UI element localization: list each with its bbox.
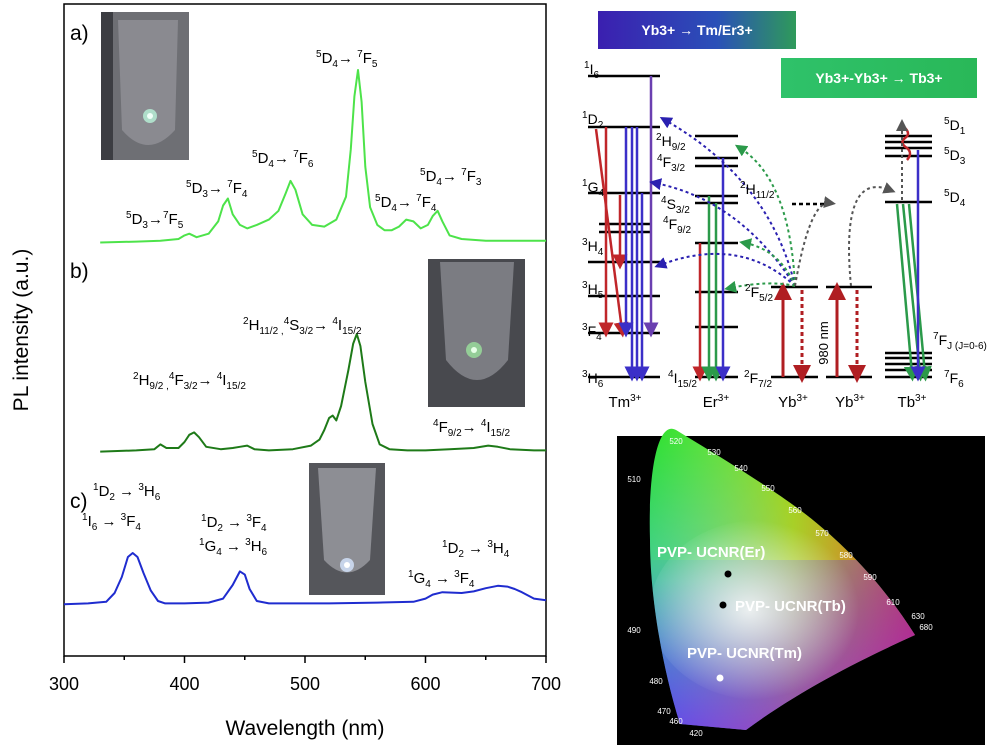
annotation-c-1d2-3f4: 1D2 → 3F4 (201, 513, 267, 534)
panel-label-c: c) (70, 490, 88, 513)
sample-photo-c (309, 463, 385, 595)
annotation-c-1d2-3h6: 1D2 → 3H6 (93, 482, 161, 503)
x-tick-label: 300 (49, 674, 79, 694)
annotation-c-1i6-3f4: 1I6 → 3F4 (82, 512, 141, 533)
x-tick-label: 600 (410, 674, 440, 694)
annotation-b-2h112: 2H11/2 ,4S3/2→ 4I15/2 (243, 316, 362, 337)
annotation-c-1g4-3h6: 1G4 → 3H6 (199, 537, 268, 558)
annotation-b-4f92: 4F9/2→ 4I15/2 (433, 418, 510, 439)
annotation-a-5d4-7f3: 5D4→ 7F3 (420, 167, 482, 188)
banner-yb-tm-er: Yb3+ → Tm/Er3+ (598, 11, 796, 49)
x-tick-label: 500 (290, 674, 320, 694)
annotation-a-5d4-7f6: 5D4→ 7F6 (252, 149, 314, 170)
y-axis-label: PL intensity (a.u.) (10, 249, 33, 412)
x-axis-label: Wavelength (nm) (225, 717, 384, 740)
annotation-a-5d3-7f5: 5D3→7F5 (126, 210, 184, 231)
x-axis-ticks: 300 400 500 600 700 (49, 656, 561, 694)
annotation-a-5d4-7f4: 5D4→ 7F4 (375, 193, 437, 214)
banner-yb-yb-tb: Yb3+-Yb3+ → Tb3+ (781, 58, 977, 98)
annotation-b-2h92: 2H9/2 ,4F3/2→ 4I15/2 (133, 371, 246, 392)
annotation-a-5d4-7f5: 5D4→ 7F5 (316, 49, 378, 70)
x-tick-label: 400 (169, 674, 199, 694)
annotation-c-1g4-3f4: 1G4 → 3F4 (408, 569, 475, 590)
annotation-c-1d2-3h4: 1D2 → 3H4 (442, 539, 510, 560)
annotation-a-5d3-7f4: 5D3→ 7F4 (186, 179, 248, 200)
panel-label-a: a) (70, 22, 89, 45)
x-tick-label: 700 (531, 674, 561, 694)
sample-photo-a (101, 12, 189, 160)
sample-photo-b (428, 259, 525, 407)
panel-label-b: b) (70, 260, 89, 283)
